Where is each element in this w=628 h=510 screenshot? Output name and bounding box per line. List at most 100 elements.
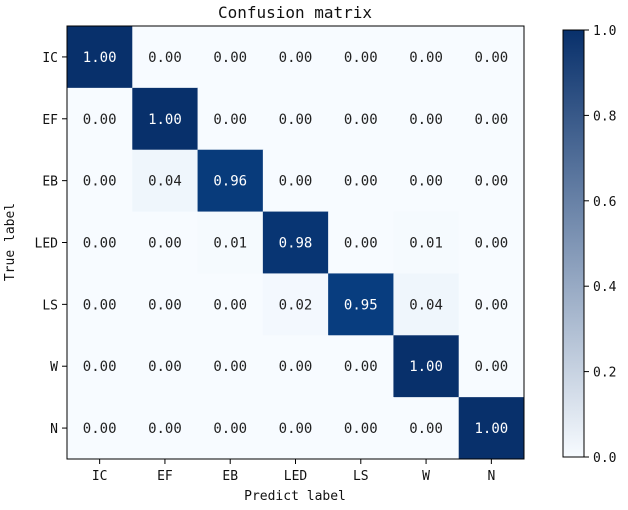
x-tick-label: LED (284, 469, 308, 484)
cell-value-label: 0.00 (148, 359, 182, 375)
cell-value-label: 0.00 (279, 112, 313, 128)
heatmap-cell (67, 26, 133, 89)
cell-value-label: 0.00 (148, 236, 182, 252)
cell-value-label: 0.00 (83, 421, 117, 437)
cell-value-label: 0.00 (148, 50, 182, 66)
cell-value-label: 0.00 (83, 297, 117, 313)
cell-value-labels: 1.00 0.00 0.00 0.00 0.00 0.00 0.00 0.00 1.00 0.00… (83, 50, 508, 437)
x-tick-label: IC (92, 469, 108, 484)
cell-value-label: 0.98 (279, 236, 313, 252)
cell-value-label: 1.00 (474, 421, 508, 437)
heatmap-cell (262, 273, 329, 336)
x-axis-ticks: IC EF EB LED LS W N (92, 459, 495, 484)
y-tick-label: N (50, 422, 58, 437)
chart-title: Confusion matrix (218, 3, 372, 22)
heatmap-cell (67, 149, 133, 213)
colorbar-tick-label: 0.6 (593, 195, 616, 210)
heatmap-cell (458, 87, 525, 151)
cell-value-label: 0.00 (474, 236, 508, 252)
heatmap-cell (393, 211, 460, 274)
heatmap-cell (67, 87, 133, 151)
x-tick-label: EF (157, 469, 173, 484)
heatmap-cell (458, 149, 525, 213)
cell-value-label: 1.00 (83, 50, 117, 66)
heatmap-cell (67, 335, 133, 398)
cell-value-label: 0.00 (213, 50, 247, 66)
cell-value-label: 0.00 (213, 112, 247, 128)
heatmap-cell (132, 149, 199, 213)
y-tick-label: EB (42, 175, 58, 190)
heatmap-cell (197, 149, 264, 213)
colorbar-tick-label: 0.4 (593, 280, 617, 295)
colorbar-tick-label: 0.0 (593, 451, 616, 466)
colorbar-tick-label: 1.0 (593, 24, 616, 39)
cell-value-label: 0.00 (344, 421, 378, 437)
y-axis-ticks: IC EF EB LED LS W N (35, 51, 67, 437)
heatmap-cell (197, 397, 264, 460)
cell-value-label: 0.04 (148, 174, 182, 190)
y-tick-label: EF (42, 113, 58, 128)
heatmap-cell (197, 26, 264, 89)
cell-value-label: 0.00 (279, 359, 313, 375)
heatmap-cell (132, 273, 199, 336)
heatmap-cell (458, 273, 525, 336)
cell-value-label: 0.00 (148, 421, 182, 437)
heatmap-cells (67, 26, 525, 460)
heatmap-cell (393, 26, 460, 89)
x-tick-label: W (422, 469, 430, 484)
cell-value-label: 0.00 (83, 359, 117, 375)
cell-value-label: 0.00 (213, 421, 247, 437)
cell-value-label: 0.00 (279, 174, 313, 190)
cell-value-label: 0.00 (83, 112, 117, 128)
heatmap-cell (393, 273, 460, 336)
heatmap-cell (262, 335, 329, 398)
heatmap-cell (458, 26, 525, 89)
y-tick-label: LED (35, 237, 59, 252)
colorbar (562, 29, 585, 458)
cell-value-label: 0.00 (409, 174, 443, 190)
cell-value-label: 0.00 (344, 112, 378, 128)
cell-value-label: 0.00 (474, 174, 508, 190)
cell-value-label: 0.00 (474, 359, 508, 375)
cell-value-label: 0.02 (279, 297, 313, 313)
heatmap-cell (132, 87, 199, 151)
y-tick-label: LS (42, 298, 58, 313)
heatmap-cell (262, 211, 329, 274)
heatmap-cell (328, 149, 394, 213)
heatmap-cell (393, 335, 460, 398)
heatmap-cell (458, 397, 525, 460)
cell-value-label: 0.96 (213, 174, 247, 190)
cell-value-label: 0.00 (344, 236, 378, 252)
cell-value-label: 0.00 (83, 174, 117, 190)
y-axis-label: True label (3, 203, 18, 281)
cell-value-label: 0.00 (279, 421, 313, 437)
cell-value-label: 0.00 (474, 297, 508, 313)
heatmap-cell (262, 26, 329, 89)
heatmap-cell (197, 335, 264, 398)
colorbar-ticks: 0.0 0.2 0.4 0.6 0.8 1.0 (584, 24, 617, 466)
heatmap-cell (132, 335, 199, 398)
heatmap-cell (67, 397, 133, 460)
cell-value-label: 0.04 (409, 297, 443, 313)
cell-value-label: 0.00 (213, 297, 247, 313)
cell-value-label: 0.00 (474, 112, 508, 128)
heatmap-cell (328, 26, 394, 89)
cell-value-label: 0.00 (213, 359, 247, 375)
cell-value-label: 0.01 (409, 236, 443, 252)
cell-value-label: 0.00 (148, 297, 182, 313)
heatmap-cell (393, 397, 460, 460)
cell-value-label: 0.00 (409, 112, 443, 128)
x-tick-label: EB (222, 469, 238, 484)
heatmap-cell (262, 397, 329, 460)
cell-value-label: 0.00 (344, 50, 378, 66)
heatmap-cell (328, 397, 394, 460)
cell-value-label: 1.00 (409, 359, 443, 375)
x-axis-label: Predict label (244, 489, 346, 504)
cell-value-label: 0.00 (409, 421, 443, 437)
heatmap-cell (132, 397, 199, 460)
heatmap-cell (458, 335, 525, 398)
heatmap-cell (67, 273, 133, 336)
heatmap-cell (328, 335, 394, 398)
